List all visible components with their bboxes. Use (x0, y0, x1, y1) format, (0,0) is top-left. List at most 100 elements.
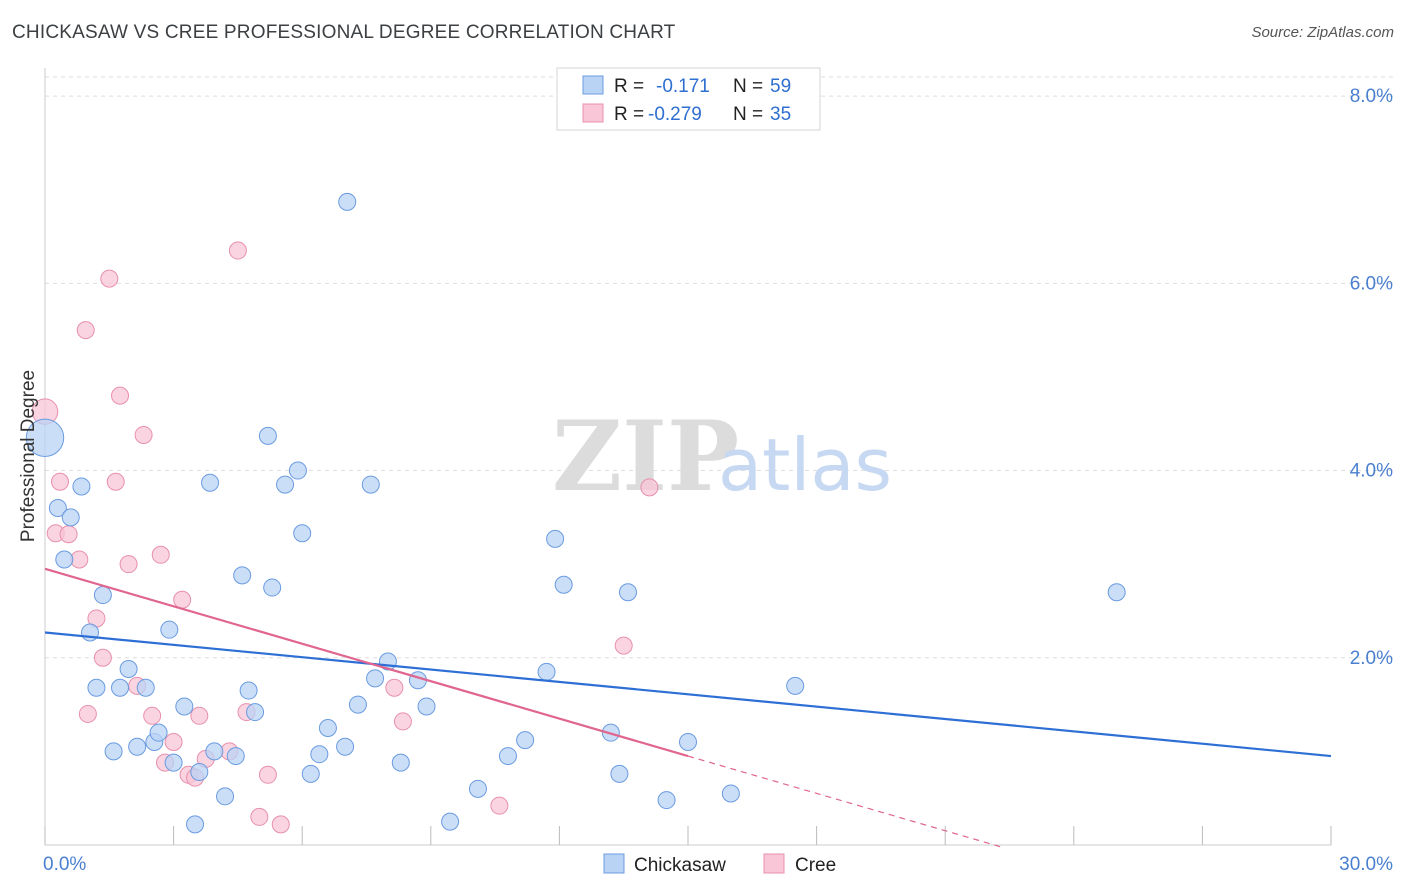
chickasaw-point (111, 678, 130, 697)
cree-point (119, 555, 138, 574)
watermark-atlas: atlas (718, 423, 892, 507)
chickasaw-point (205, 742, 224, 761)
cree-point (393, 712, 412, 731)
chickasaw-point (201, 473, 220, 492)
y-tick-label: 4.0% (1350, 461, 1393, 482)
chickasaw-point (537, 662, 556, 681)
y-tick-label: 8.0% (1350, 86, 1393, 107)
cree-points (31, 241, 659, 834)
chickasaw-point (72, 477, 91, 496)
cree-point (173, 590, 192, 609)
cree-point (100, 269, 119, 288)
chickasaw-point (336, 737, 355, 756)
chickasaw-point (1107, 583, 1126, 602)
chickasaw-point (786, 676, 805, 695)
cree-point (111, 386, 130, 405)
chickasaw-series-label: Chickasaw (634, 855, 726, 876)
y-tick-labels: 2.0% 4.0% 6.0% 8.0% (1350, 86, 1393, 669)
cree-point (164, 733, 183, 752)
chickasaw-point (226, 747, 245, 766)
chickasaw-point (164, 753, 183, 772)
chickasaw-r-value: -0.171 (656, 76, 710, 97)
cree-series-swatch (763, 853, 785, 874)
chickasaw-point (618, 583, 637, 602)
x-tick-label-min: 0.0% (43, 854, 86, 875)
cree-point (385, 678, 404, 697)
chickasaw-point (190, 762, 209, 781)
chickasaw-point (175, 697, 194, 716)
cree-point (271, 815, 290, 834)
y-axis-title: Professional Degree (18, 370, 39, 542)
chickasaw-trend-line (44, 631, 1332, 758)
cree-r-value: -0.279 (648, 104, 702, 125)
chickasaw-point (516, 731, 535, 750)
cree-trend-line (44, 567, 689, 758)
chickasaw-n-value: 59 (770, 76, 791, 97)
chickasaw-point (657, 791, 676, 810)
chickasaw-point (87, 678, 106, 697)
y-tick-label: 6.0% (1350, 273, 1393, 294)
chickasaw-point (288, 461, 307, 480)
x-axis-ticks (44, 826, 1332, 845)
cree-point (151, 545, 170, 564)
chickasaw-point (318, 718, 337, 737)
cree-n-label: N = (733, 104, 763, 125)
chickasaw-point (128, 737, 147, 756)
chickasaw-point (160, 620, 179, 639)
chickasaw-point (554, 575, 573, 594)
cree-point (78, 704, 97, 723)
stats-legend: R = -0.171 N = 59 R = -0.279 N = 35 (556, 67, 821, 131)
cree-point (106, 472, 125, 491)
cree-point (59, 525, 78, 544)
chickasaw-point (348, 695, 367, 714)
chickasaw-point (263, 578, 282, 597)
cree-point (76, 321, 95, 340)
chickasaw-point (55, 550, 74, 569)
cree-n-value: 35 (770, 104, 791, 125)
chickasaw-point (366, 669, 385, 688)
cree-r-label: R = (614, 104, 644, 125)
chickasaw-point (301, 764, 320, 783)
chickasaw-point (361, 475, 380, 494)
chickasaw-point (216, 787, 235, 806)
cree-point (258, 765, 277, 784)
chickasaw-point (276, 475, 295, 494)
cree-point (640, 478, 659, 497)
chickasaw-point (721, 784, 740, 803)
y-tick-label: 2.0% (1350, 648, 1393, 669)
chickasaw-series-swatch (603, 853, 625, 874)
chickasaw-point (338, 192, 357, 211)
cree-point (143, 706, 162, 725)
chickasaw-point (104, 742, 123, 761)
watermark-zip: ZIP (552, 400, 739, 513)
cree-point (614, 636, 633, 655)
x-tick-label-max: 30.0% (1339, 854, 1393, 875)
chickasaw-point (149, 723, 168, 742)
chickasaw-point (391, 753, 410, 772)
chickasaw-point (498, 747, 517, 766)
series-legend: Chickasaw Cree (603, 853, 836, 876)
chickasaw-point (468, 779, 487, 798)
chickasaw-point (310, 745, 329, 764)
chickasaw-point (546, 529, 565, 548)
chickasaw-point (417, 697, 436, 716)
chickasaw-point (233, 566, 252, 585)
cree-point (190, 706, 209, 725)
chickasaw-point (239, 681, 258, 700)
cree-point (51, 472, 70, 491)
chickasaw-point (136, 678, 155, 697)
chickasaw-point (25, 418, 65, 457)
chickasaw-points (25, 192, 1126, 834)
chickasaw-point (93, 586, 112, 605)
chickasaw-point (61, 508, 80, 527)
chickasaw-n-label: N = (733, 76, 763, 97)
chickasaw-r-label: R = (614, 76, 644, 97)
cree-point (70, 550, 89, 569)
cree-point (93, 648, 112, 667)
cree-legend-swatch (582, 103, 604, 123)
chickasaw-point (441, 812, 460, 831)
cree-point (228, 241, 247, 260)
cree-point (250, 807, 269, 826)
cree-point (134, 425, 153, 444)
